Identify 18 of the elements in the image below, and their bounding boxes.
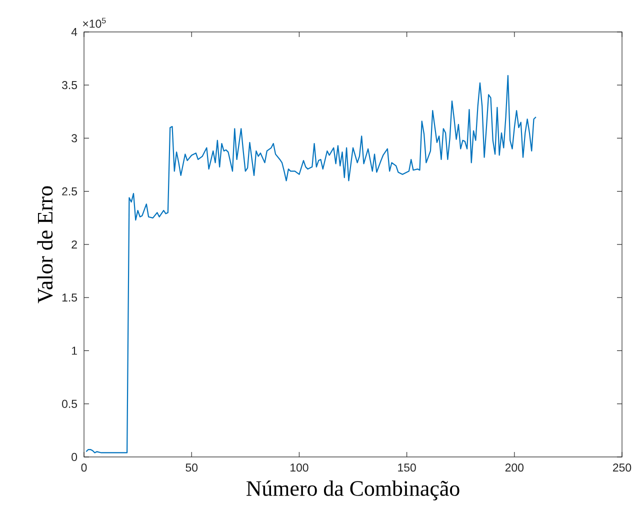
y-tick-label: 1.5 — [62, 294, 78, 302]
y-tick-label: 0.5 — [62, 400, 78, 408]
y-tick-label: 1 — [72, 346, 77, 355]
text: ×10$^{5}$ — [83, 18, 106, 28]
y-tick-label: 2 — [72, 240, 77, 248]
x-tick-label: 250 — [613, 464, 632, 472]
x-tick-label: 50 — [186, 464, 198, 472]
y-tick-label: 3 — [72, 134, 77, 142]
x-axis-title: Número da Combinação — [246, 480, 460, 500]
y-tick-label: 4 — [71, 28, 78, 36]
x-tick-label: 200 — [505, 464, 524, 472]
x-tick-label: 100 — [290, 464, 308, 472]
y-tick-label: 2.5 — [62, 187, 78, 196]
y-tick-label: 0 — [72, 452, 78, 462]
x-tick-label: 0 — [81, 464, 87, 472]
y-axis-title: Valor de Erro — [37, 186, 53, 304]
y-tick-label: 3.5 — [62, 81, 78, 90]
x-tick-label: 150 — [398, 464, 416, 472]
